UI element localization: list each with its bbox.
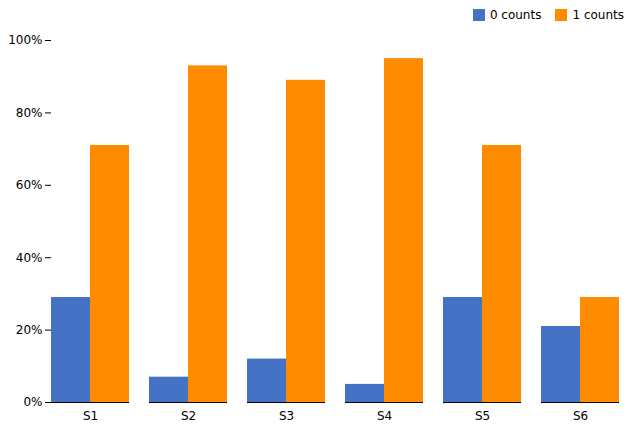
svg-text:100%: 100%	[8, 33, 42, 47]
svg-text:20%: 20%	[16, 323, 43, 337]
svg-text:S5: S5	[475, 409, 490, 423]
svg-text:S4: S4	[377, 409, 392, 423]
svg-text:S3: S3	[279, 409, 294, 423]
svg-text:40%: 40%	[16, 251, 43, 265]
svg-text:S1: S1	[83, 409, 98, 423]
svg-text:S2: S2	[181, 409, 196, 423]
svg-text:60%: 60%	[16, 178, 43, 192]
html-text:1 counts: 1 counts	[572, 8, 624, 22]
svg-text:0%: 0%	[23, 395, 42, 409]
svg-text:S6: S6	[573, 409, 588, 423]
html-text:0 counts: 0 counts	[489, 8, 542, 22]
svg-text:80%: 80%	[16, 106, 43, 120]
